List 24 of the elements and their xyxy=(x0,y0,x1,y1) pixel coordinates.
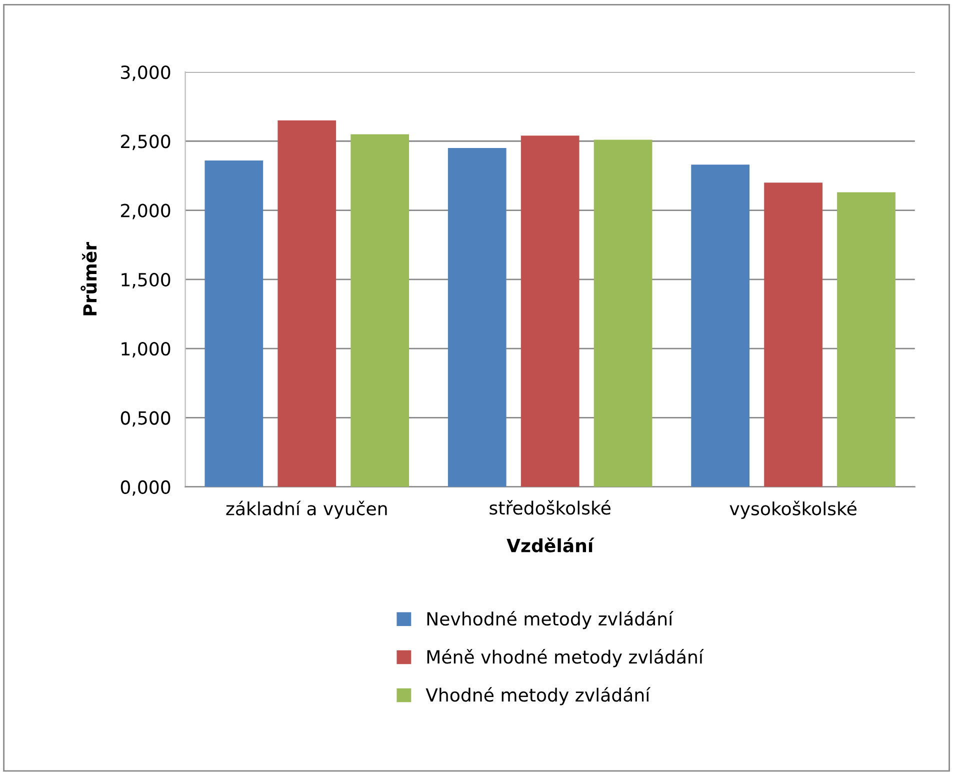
bar xyxy=(448,148,506,487)
y-tick-label: 3,000 xyxy=(121,65,170,81)
x-tick-label: základní a vyučen xyxy=(226,500,387,519)
bar xyxy=(278,120,336,487)
bar xyxy=(204,160,264,487)
bar xyxy=(520,136,580,487)
y-tick-label: 0,000 xyxy=(120,480,170,496)
legend-label: Nevhodné metody zvládání xyxy=(427,610,674,630)
y-tick-label: 1,000 xyxy=(122,342,170,358)
bar xyxy=(350,134,410,487)
y-tick-label: 0,500 xyxy=(120,411,170,427)
y-tick-label: 1,500 xyxy=(122,272,170,288)
legend-label: Méně vhodné metody zvládání xyxy=(427,649,704,668)
y-tick-label: 2,500 xyxy=(121,134,170,150)
y-axis-title: Průměr xyxy=(80,242,97,316)
bar xyxy=(837,192,896,487)
y-tick-label: 2,000 xyxy=(121,204,170,220)
x-tick-label: středoškolské xyxy=(490,500,610,515)
legend-label: Vhodné metody zvládání xyxy=(426,687,651,706)
bar xyxy=(764,182,822,487)
x-axis-title: Vzdělání xyxy=(506,538,594,552)
bar xyxy=(594,140,652,487)
x-tick-label: vysokoškolské xyxy=(730,500,856,519)
bar xyxy=(691,164,750,487)
